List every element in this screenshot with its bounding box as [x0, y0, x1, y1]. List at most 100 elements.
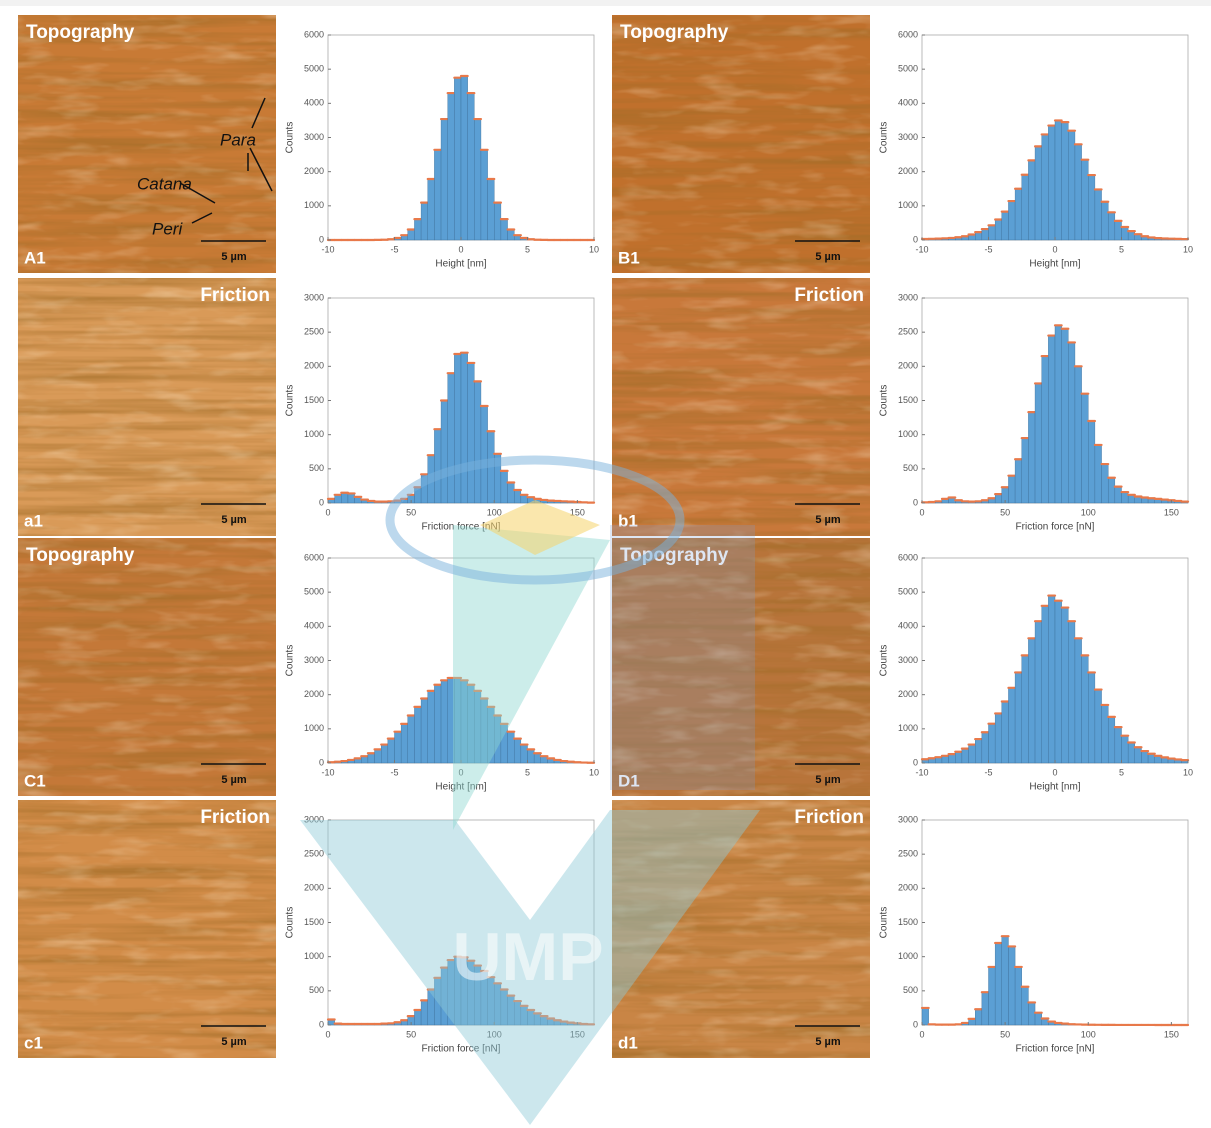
histogram-bar	[407, 229, 415, 241]
y-tick-label: 3000	[304, 132, 324, 142]
y-tick-label: 500	[903, 985, 918, 995]
histogram-bar	[1041, 355, 1049, 504]
histogram-bar	[981, 228, 989, 241]
histogram-bar	[454, 956, 462, 1026]
histogram-bar	[480, 149, 488, 241]
y-tick-label: 5000	[898, 64, 918, 74]
histogram-bar	[968, 744, 976, 764]
histogram-bar	[1141, 750, 1149, 764]
histogram-bar	[454, 77, 462, 241]
y-tick-label: 3000	[898, 132, 918, 142]
y-tick-label: 1000	[304, 429, 324, 439]
x-axis-label: Friction force [nN]	[422, 522, 501, 533]
y-tick-label: 2000	[898, 883, 918, 893]
x-tick-label: 50	[406, 507, 416, 517]
y-tick-label: 6000	[898, 29, 918, 39]
histogram-bar	[1054, 325, 1062, 504]
histogram-bar	[420, 1000, 428, 1026]
annotation: Catana	[137, 174, 192, 193]
histogram-bar	[1028, 411, 1036, 504]
histogram-bar	[955, 751, 963, 764]
y-axis-label: Counts	[879, 907, 890, 939]
histogram-bar	[474, 965, 482, 1026]
histogram-bar	[1028, 638, 1036, 764]
histogram-bar	[988, 966, 996, 1026]
histogram-bar	[467, 362, 475, 504]
histogram-bar	[1088, 672, 1096, 764]
histogram-bar	[1048, 335, 1056, 504]
scale-label: 5 µm	[221, 1036, 247, 1048]
histogram-bar	[494, 715, 502, 764]
afm-texture	[612, 538, 870, 796]
histogram-bar	[1014, 672, 1022, 764]
histogram-bar	[1127, 742, 1136, 764]
histogram-bar	[414, 706, 422, 764]
x-tick-label: 10	[1183, 767, 1193, 777]
histogram-bar	[1001, 701, 1009, 764]
scale-label: 5 µm	[815, 1036, 841, 1048]
annotation: Para	[220, 130, 256, 149]
histogram-bar	[1054, 120, 1062, 241]
annotation-line	[191, 212, 213, 224]
histogram-bar	[1081, 393, 1089, 504]
histogram-bar	[527, 1009, 535, 1026]
histogram-bar	[1001, 211, 1009, 241]
x-tick-label: 0	[325, 507, 330, 517]
x-tick-label: 10	[589, 767, 599, 777]
y-axis-label: Counts	[285, 645, 296, 677]
histogram-bar	[1127, 230, 1136, 241]
y-tick-label: 3000	[304, 292, 324, 302]
y-tick-label: 0	[319, 497, 324, 507]
histogram-bar	[420, 474, 428, 504]
y-tick-label: 3000	[898, 655, 918, 665]
x-tick-label: -10	[915, 244, 928, 254]
histogram-bar	[1068, 621, 1076, 764]
x-tick-label: 50	[1000, 1029, 1010, 1039]
histogram-bar	[1114, 220, 1122, 241]
histogram-bar	[414, 1009, 422, 1026]
histogram-bar	[994, 713, 1003, 764]
y-tick-label: 3000	[898, 292, 918, 302]
y-tick-label: 500	[309, 985, 324, 995]
histogram-bar	[467, 684, 475, 764]
histogram-bar	[520, 1005, 528, 1026]
histogram-bar	[1008, 200, 1016, 241]
histogram-bar	[981, 992, 989, 1026]
histogram-bar	[527, 749, 535, 764]
histogram-bar	[988, 723, 996, 764]
histogram-bar	[1074, 638, 1082, 764]
histogram-bar	[1094, 444, 1102, 504]
histogram-bar	[1021, 655, 1029, 764]
x-tick-label: -5	[390, 767, 398, 777]
histogram-bar	[427, 690, 435, 764]
x-axis-label: Height [nm]	[435, 259, 486, 270]
histogram-bar	[1048, 125, 1056, 241]
histogram-bar	[1107, 716, 1116, 764]
histogram-bar	[381, 744, 389, 764]
histogram-bar	[1054, 600, 1062, 764]
annotation-line	[249, 147, 273, 192]
histogram-bar	[1088, 174, 1096, 241]
panel-title: Topography	[620, 545, 729, 566]
x-tick-label: 100	[1081, 507, 1096, 517]
y-tick-label: 2000	[304, 361, 324, 371]
histogram-bar	[507, 482, 515, 504]
y-tick-label: 2000	[304, 166, 324, 176]
x-axis-label: Height [nm]	[1029, 782, 1080, 793]
annotation: Peri	[152, 219, 183, 238]
histogram-bar	[1094, 189, 1102, 241]
histogram-bar	[1068, 130, 1076, 241]
histogram-bar	[1134, 747, 1142, 764]
panel-title: Friction	[794, 807, 864, 828]
histogram-bar	[520, 744, 528, 764]
x-tick-label: -5	[984, 244, 992, 254]
y-tick-label: 0	[913, 497, 918, 507]
panel-title: Topography	[26, 22, 135, 43]
histogram-bar	[1088, 420, 1096, 504]
scale-label: 5 µm	[815, 514, 841, 526]
histogram-bar	[480, 970, 488, 1026]
histogram-bar	[1014, 188, 1022, 241]
histogram-bar	[440, 118, 448, 241]
histogram-bar	[414, 218, 422, 241]
